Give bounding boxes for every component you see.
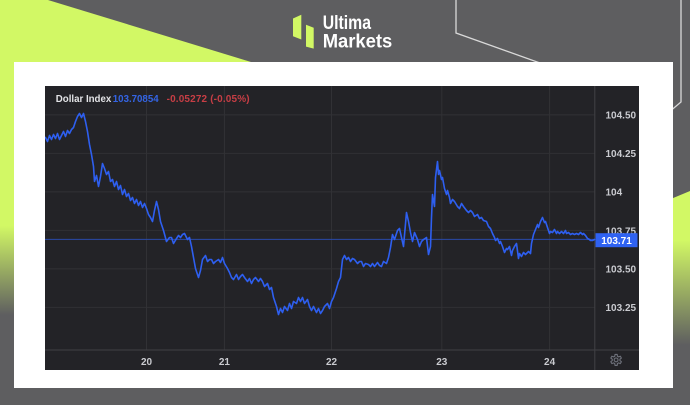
svg-text:104.50: 104.50 <box>605 110 636 121</box>
svg-text:103.75: 103.75 <box>605 226 636 237</box>
svg-text:22: 22 <box>325 357 337 368</box>
svg-text:Ultima: Ultima <box>323 13 372 34</box>
svg-text:104: 104 <box>605 187 622 198</box>
svg-text:103.25: 103.25 <box>605 302 636 313</box>
svg-text:23: 23 <box>436 357 448 368</box>
svg-text:103.70854: 103.70854 <box>112 94 158 105</box>
svg-text:24: 24 <box>544 357 556 368</box>
svg-text:Dollar Index: Dollar Index <box>55 94 111 105</box>
svg-text:-0.05272 (-0.05%): -0.05272 (-0.05%) <box>166 94 249 105</box>
svg-text:103.71: 103.71 <box>601 236 632 247</box>
svg-text:Markets: Markets <box>323 32 393 53</box>
svg-text:21: 21 <box>218 357 230 368</box>
svg-text:103.50: 103.50 <box>605 264 636 275</box>
svg-text:20: 20 <box>140 357 152 368</box>
svg-text:104.25: 104.25 <box>605 148 636 159</box>
